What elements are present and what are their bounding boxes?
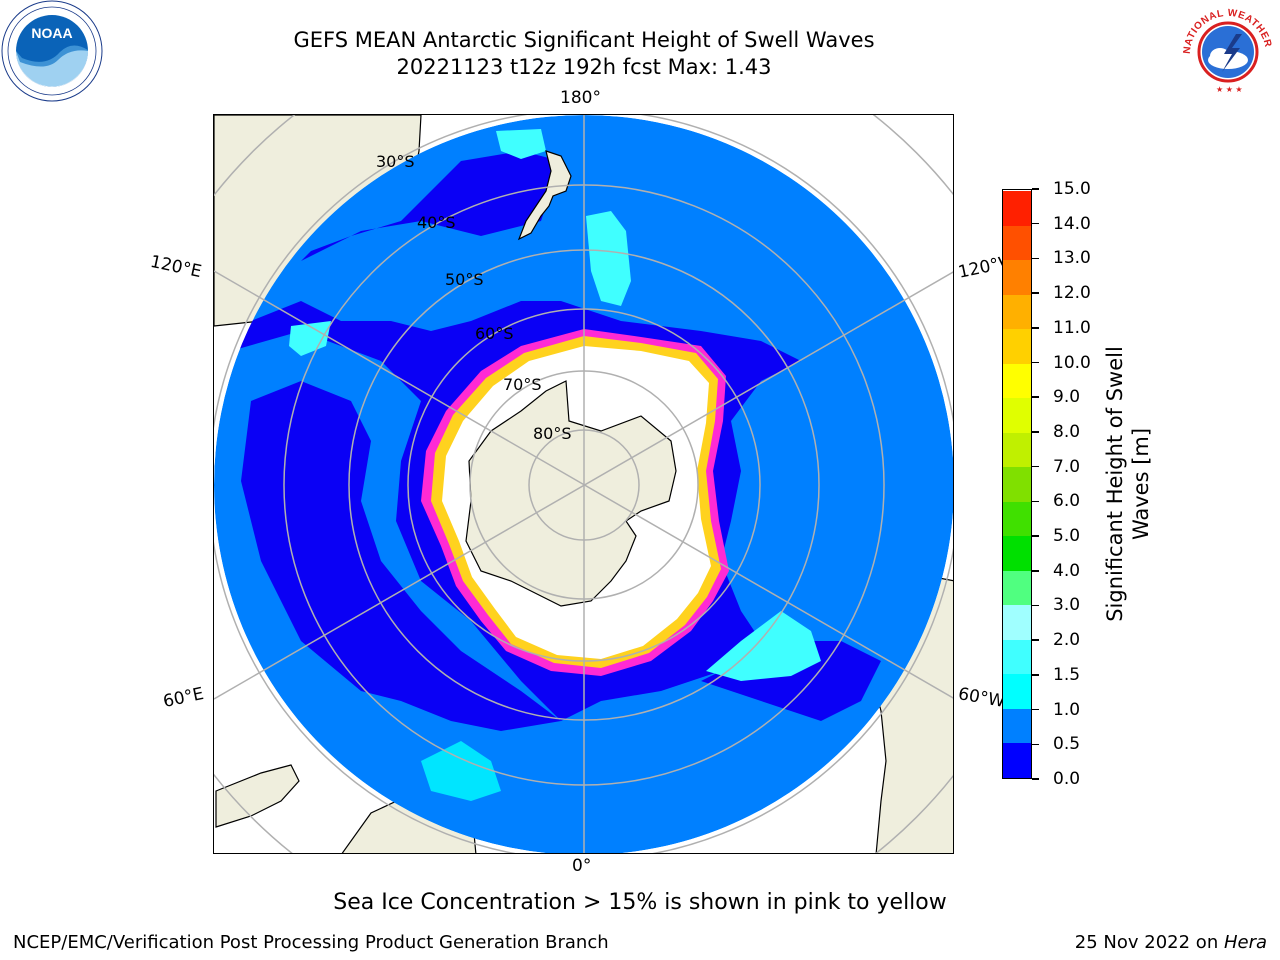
colorbar-segment (1003, 363, 1031, 399)
colorbar-segment (1003, 328, 1031, 364)
colorbar-tick (1032, 222, 1039, 225)
colorbar-tick-label: 14.0 (1053, 213, 1091, 234)
colorbar-segment (1003, 397, 1031, 433)
new-zealand-landmass (517, 150, 572, 241)
colorbar-tick-label: 2.0 (1053, 630, 1081, 651)
colorbar-tick-label: 1.0 (1053, 699, 1081, 720)
colorbar-tick-label: 12.0 (1053, 283, 1091, 304)
colorbar-segment (1003, 708, 1031, 744)
footer-date: 25 Nov 2022 on Hera (1075, 932, 1267, 953)
colorbar-tick (1032, 292, 1039, 294)
footer-host: Hera (1223, 932, 1267, 953)
lat-label-80s: 80°S (533, 424, 572, 443)
chart-title: GEFS MEAN Antarctic Significant Height o… (293, 28, 875, 52)
colorbar-tick-label: 13.0 (1053, 248, 1091, 269)
colorbar-segment (1003, 432, 1031, 468)
lon-label-0: 0° (572, 856, 592, 876)
colorbar-segment (1003, 225, 1031, 261)
colorbar-tick-label: 6.0 (1053, 491, 1081, 512)
madagascar-landmass (215, 764, 300, 828)
colorbar-tick-label: 5.0 (1053, 526, 1081, 547)
lat-label-50s: 50°S (445, 270, 484, 289)
colorbar-segment (1003, 501, 1031, 537)
lon-label-60e: 60°E (161, 683, 206, 713)
colorbar-tick-label: 11.0 (1053, 317, 1091, 338)
colorbar-tick (1032, 465, 1039, 468)
lat-label-70s: 70°S (503, 375, 542, 394)
swell-patch (706, 611, 821, 681)
nws-logo-icon: NATIONAL WEATHER SERVICE ★ ★ ★ (1176, 0, 1277, 100)
colorbar-tick (1032, 327, 1039, 329)
colorbar-tick (1032, 604, 1039, 607)
colorbar-tick (1032, 431, 1039, 433)
colorbar-tick-label: 4.0 (1053, 560, 1081, 581)
colorbar-segment (1003, 259, 1031, 295)
colorbar-tick-label: 0.0 (1053, 769, 1081, 789)
lon-label-60w: 60°W (956, 684, 1007, 712)
colorbar-tick (1032, 570, 1039, 572)
colorbar (1002, 189, 1032, 779)
colorbar-title-line1: Significant Height of Swell (1103, 346, 1127, 622)
footer-date-text: 25 Nov 2022 on (1074, 932, 1224, 953)
colorbar-tick (1032, 674, 1039, 676)
colorbar-tick-label: 15.0 (1053, 179, 1091, 199)
colorbar-title-line2: Waves [m] (1129, 427, 1153, 541)
chart-subtitle: 20221123 t12z 192h fcst Max: 1.43 (396, 55, 772, 79)
colorbar-segment (1003, 742, 1031, 778)
colorbar-segment (1003, 639, 1031, 675)
colorbar-tick (1032, 708, 1039, 711)
lat-label-60s: 60°S (475, 324, 514, 343)
colorbar-tick (1032, 396, 1039, 398)
colorbar-tick (1032, 639, 1039, 641)
lon-label-180: 180° (560, 88, 601, 108)
colorbar-segment (1003, 570, 1031, 606)
colorbar-tick-label: 3.0 (1053, 595, 1081, 616)
swell-patch (496, 129, 546, 159)
noaa-logo-icon: NOAA (1, 0, 103, 102)
colorbar-segment (1003, 535, 1031, 571)
colorbar-segment (1003, 294, 1031, 330)
colorbar-tick-label: 8.0 (1053, 421, 1081, 442)
sea-ice (421, 329, 729, 676)
colorbar-segment (1003, 673, 1031, 709)
polar-map (214, 115, 953, 853)
colorbar-segment (1003, 466, 1031, 502)
colorbar-title: Significant Height of Swell Waves [m] (1102, 346, 1154, 622)
colorbar-tick (1032, 778, 1039, 780)
colorbar-tick (1032, 361, 1039, 364)
colorbar-tick (1032, 535, 1039, 537)
colorbar-tick-label: 9.0 (1053, 387, 1081, 408)
colorbar-tick (1032, 743, 1039, 746)
swell-patch (586, 211, 631, 306)
colorbar-segment (1003, 190, 1031, 226)
colorbar-tick (1032, 500, 1039, 503)
noaa-logo-text: NOAA (31, 25, 72, 41)
colorbar-tick-label: 0.5 (1053, 734, 1081, 755)
map-graticule (214, 115, 953, 853)
sea-ice-note: Sea Ice Concentration > 15% is shown in … (333, 890, 947, 915)
svg-text:★ ★ ★: ★ ★ ★ (1216, 85, 1243, 94)
colorbar-tick (1032, 188, 1039, 190)
lat-label-30s: 30°S (376, 152, 415, 171)
colorbar-segment (1003, 604, 1031, 640)
colorbar-tick-label: 7.0 (1053, 456, 1081, 477)
colorbar-tick-label: 10.0 (1053, 352, 1091, 373)
lat-label-40s: 40°S (417, 213, 456, 232)
map-frame (213, 114, 954, 854)
footer-credit: NCEP/EMC/Verification Post Processing Pr… (13, 932, 609, 953)
swell-patch (289, 321, 331, 356)
swell-patch (421, 741, 501, 801)
colorbar-tick (1032, 257, 1039, 260)
lon-label-120e: 120°E (148, 251, 204, 283)
colorbar-tick-label: 1.5 (1053, 664, 1081, 685)
